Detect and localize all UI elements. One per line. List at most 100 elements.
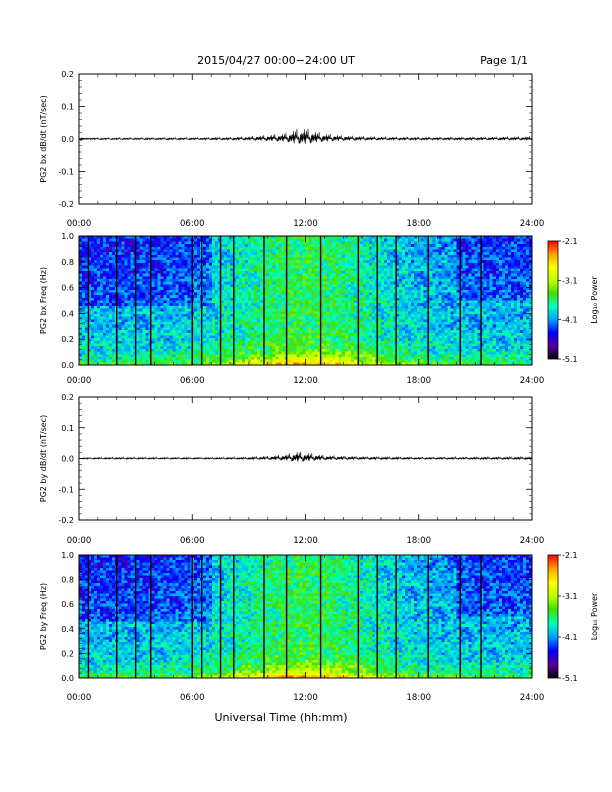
spectrogram-cell [341,241,346,245]
spectrogram-cell [136,338,140,342]
spectrogram-cell [220,246,225,250]
spectrogram-cell [236,335,240,339]
spectrogram-cell [381,327,385,331]
spectrogram-cell [377,300,382,304]
spectrogram-cell [109,252,113,256]
spectrogram-cell [350,252,355,256]
spectrogram-cell [311,241,315,245]
spectrogram-cell [157,238,161,242]
spectrogram-cell [287,257,291,261]
spectrogram-cell [311,281,315,285]
spectrogram-cell [278,292,282,296]
spectrogram-cell [278,244,282,248]
spectrogram-cell [178,257,183,261]
spectrogram-cell [272,308,276,312]
spectrogram-cell [181,252,186,256]
spectrogram-cell [272,300,276,304]
spectrogram-cell [142,257,146,261]
spectrogram-cell [226,319,231,323]
spectrogram-cell [260,292,264,296]
spectrogram-cell [193,332,198,336]
spectrogram-cell [214,311,219,315]
spectrogram-cell [154,289,158,293]
spectrogram-cell [308,238,312,242]
spectrogram-cell [220,249,225,253]
spectrogram-cell [118,279,122,283]
spectrogram-cell [338,346,343,350]
spectrogram-cell [317,362,321,366]
spectrogram-cell [220,257,225,261]
spectrogram-cell [163,327,167,331]
spectrogram-cell [302,268,306,272]
spectrogram-cell [326,249,331,253]
spectrogram-cell [335,252,340,256]
spectrogram-cell [178,335,183,339]
spectrogram-cell [139,343,143,347]
spectrogram-cell [362,284,367,288]
spectrogram-cell [169,348,174,352]
spectrogram-cell [323,262,328,266]
spectrogram-cell [124,284,128,288]
spectrogram-cell [254,287,258,291]
spectrogram-cell [139,308,143,312]
spectrogram-cell [85,276,89,280]
spectrogram-cell [154,346,158,350]
spectrogram-cell [208,319,213,323]
spectrogram-cell [293,319,297,323]
spectrogram-cell [308,284,312,288]
spectrogram-cell [127,252,131,256]
spectrogram-cell [335,238,340,242]
spectrogram-cell [335,249,340,253]
spectrogram-cell [166,332,170,336]
spectrogram-cell [172,297,177,301]
spectrogram-cell [254,308,258,312]
spectrogram-cell [278,241,282,245]
spectrogram-cell [329,249,334,253]
spectrogram-cell [341,284,346,288]
spectrogram-cell [202,354,207,358]
spectrogram-cell [217,260,222,264]
spectrogram-cell [329,330,334,334]
spectrogram-cell [305,276,309,280]
spectrogram-cell [172,356,177,361]
spectrogram-cell [193,254,198,258]
spectrogram-cell [142,284,146,288]
spectrogram-cell [109,262,113,266]
spectrogram-cell [329,246,334,250]
spectrogram-cell [142,354,146,358]
spectrogram-cell [278,348,282,352]
spectrogram-cell [308,236,312,240]
spectrogram-cell [97,295,101,299]
spectrogram-cell [260,332,264,336]
spectrogram-cell [220,343,225,347]
spectrogram-cell [329,270,334,275]
spectrogram-cell [88,330,92,334]
spectrogram-cell [142,346,146,350]
spectrogram-cell [365,244,370,248]
spectrogram-cell [127,268,131,272]
spectrogram-cell [311,265,315,269]
spectrogram-cell [269,351,273,355]
spectrogram-cell [233,332,237,336]
spectrogram-cell [290,292,294,296]
spectrogram-cell [260,260,264,264]
spectrogram-cell [214,332,219,336]
spectrogram-cell [344,324,349,328]
spectrogram-cell [88,348,92,352]
spectrogram-cell [118,324,122,328]
spectrogram-cell [293,362,297,366]
spectrogram-cell [296,292,300,296]
spectrogram-cell [287,252,291,256]
spectrogram-cell [106,311,110,315]
spectrogram-cell [245,276,249,280]
spectrogram-cell [317,324,321,328]
spectrogram-cell [308,276,312,280]
spectrogram-cell [130,268,134,272]
spectrogram-cell [127,332,131,336]
spectrogram-cell [178,300,183,304]
spectrogram-cell [205,246,210,250]
spectrogram-cell [347,330,352,334]
spectrogram-cell [151,260,155,264]
spectrogram-cell [193,343,198,347]
spectrogram-cell [106,338,110,342]
